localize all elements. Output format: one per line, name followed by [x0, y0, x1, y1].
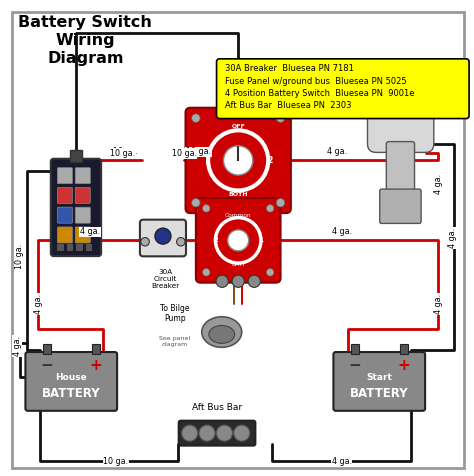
Circle shape: [232, 275, 244, 288]
Text: 10 ga.: 10 ga.: [110, 149, 136, 158]
Circle shape: [234, 425, 250, 441]
Text: 10 ga.: 10 ga.: [15, 244, 24, 269]
Circle shape: [266, 205, 274, 212]
Text: 30A Breaker  Bluesea PN 7181
Fuse Panel w/ground bus  Bluesea PN 5025
4 Position: 30A Breaker Bluesea PN 7181 Fuse Panel w…: [225, 64, 415, 110]
Circle shape: [155, 228, 171, 244]
Text: Common: Common: [225, 213, 251, 218]
Circle shape: [224, 146, 253, 175]
Text: 10 ga.: 10 ga.: [103, 457, 128, 466]
FancyBboxPatch shape: [386, 141, 415, 193]
Text: House: House: [55, 373, 87, 382]
Text: BOTH: BOTH: [228, 192, 248, 197]
Text: Start: Start: [366, 373, 392, 382]
FancyBboxPatch shape: [57, 188, 73, 203]
Circle shape: [228, 230, 249, 251]
Text: BATT: BATT: [231, 262, 246, 268]
Text: 4 ga.: 4 ga.: [34, 294, 43, 314]
FancyBboxPatch shape: [333, 352, 425, 411]
Circle shape: [202, 268, 210, 276]
Text: See panel
diagram: See panel diagram: [159, 336, 190, 347]
Text: BATTERY: BATTERY: [42, 387, 100, 400]
Circle shape: [216, 425, 232, 441]
FancyBboxPatch shape: [179, 421, 255, 446]
Text: BATTERY: BATTERY: [350, 387, 409, 400]
FancyBboxPatch shape: [57, 227, 73, 243]
Circle shape: [141, 238, 149, 246]
Circle shape: [191, 198, 200, 207]
Text: 10 ga.: 10 ga.: [113, 148, 138, 157]
Text: Battery Switch
Wiring
Diagram: Battery Switch Wiring Diagram: [18, 15, 152, 66]
Bar: [86, 244, 91, 249]
Circle shape: [199, 425, 215, 441]
Text: 4 ga.: 4 ga.: [80, 228, 100, 237]
Text: 4 ga.: 4 ga.: [447, 228, 456, 248]
FancyBboxPatch shape: [75, 168, 91, 184]
Text: 1: 1: [258, 238, 263, 243]
Text: 30A
Circuit
Breaker: 30A Circuit Breaker: [151, 268, 180, 288]
Bar: [70, 150, 82, 161]
Text: Aft Bus Bar: Aft Bus Bar: [192, 403, 242, 412]
Circle shape: [216, 275, 228, 288]
Text: 4 ga.: 4 ga.: [13, 336, 22, 356]
Text: 10 ga.: 10 ga.: [186, 148, 211, 157]
Bar: [91, 344, 100, 354]
FancyBboxPatch shape: [380, 189, 421, 223]
Circle shape: [191, 114, 200, 122]
Circle shape: [182, 425, 198, 441]
Text: +: +: [397, 357, 410, 373]
Bar: [43, 344, 51, 354]
Circle shape: [216, 218, 261, 263]
Circle shape: [202, 205, 210, 212]
Bar: [57, 244, 63, 249]
FancyBboxPatch shape: [75, 188, 91, 203]
FancyBboxPatch shape: [185, 108, 291, 213]
Circle shape: [177, 238, 185, 246]
FancyBboxPatch shape: [26, 352, 117, 411]
Circle shape: [208, 130, 268, 190]
Text: 1: 1: [204, 156, 209, 165]
Text: 2: 2: [214, 238, 219, 243]
Text: +: +: [89, 357, 102, 373]
Bar: [67, 244, 73, 249]
FancyBboxPatch shape: [217, 59, 469, 119]
Text: 4 ga.: 4 ga.: [332, 228, 352, 237]
Text: 4 ga.: 4 ga.: [327, 148, 347, 157]
Circle shape: [248, 275, 260, 288]
FancyBboxPatch shape: [57, 168, 73, 184]
Circle shape: [276, 198, 285, 207]
Ellipse shape: [209, 326, 235, 343]
Text: 4 ga.: 4 ga.: [332, 457, 352, 466]
Ellipse shape: [202, 317, 242, 347]
FancyBboxPatch shape: [75, 227, 91, 243]
FancyBboxPatch shape: [140, 219, 186, 257]
FancyBboxPatch shape: [51, 159, 101, 256]
Text: 2: 2: [267, 156, 273, 165]
Circle shape: [266, 268, 274, 276]
FancyBboxPatch shape: [196, 198, 281, 283]
Text: OFF: OFF: [231, 124, 245, 129]
FancyBboxPatch shape: [57, 207, 73, 223]
Bar: [400, 344, 408, 354]
Text: 10 ga.: 10 ga.: [172, 149, 197, 158]
FancyBboxPatch shape: [75, 207, 91, 223]
Text: −: −: [348, 357, 361, 373]
Bar: [351, 344, 359, 354]
Text: 4 ga.: 4 ga.: [434, 294, 443, 314]
Bar: [76, 244, 82, 249]
Text: 4 ga.: 4 ga.: [434, 174, 443, 194]
Text: −: −: [40, 357, 53, 373]
FancyBboxPatch shape: [367, 81, 434, 152]
Text: To Bilge
Pump: To Bilge Pump: [160, 304, 190, 323]
Circle shape: [276, 114, 285, 122]
